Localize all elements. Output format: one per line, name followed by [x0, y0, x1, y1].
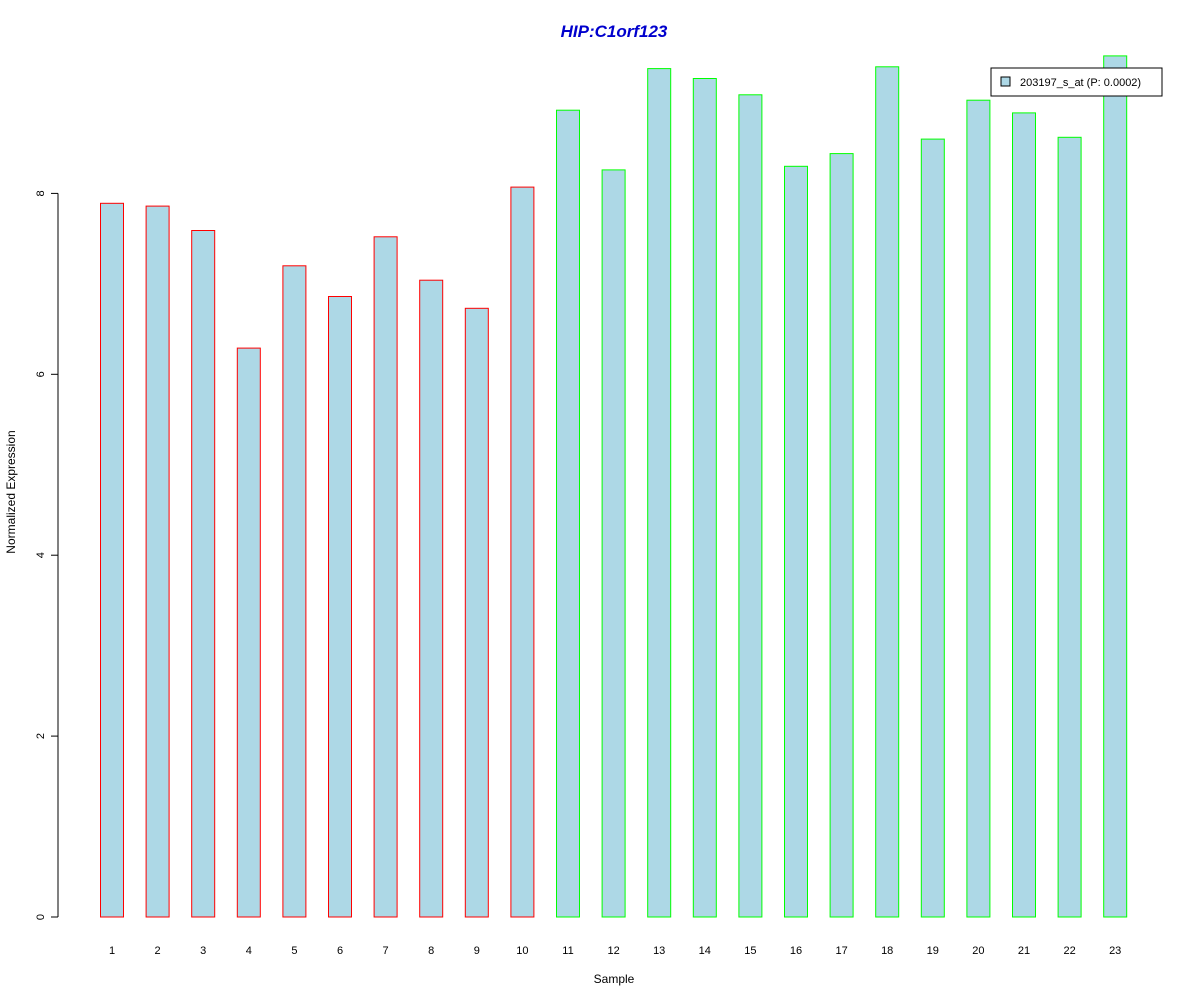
y-axis: 0 2 4 6 8: [35, 190, 59, 920]
y-tick-label: 6: [35, 371, 47, 377]
bar-sample-20: [966, 99, 991, 918]
bar-sample-10: [510, 186, 535, 918]
x-tick-label: 8: [428, 945, 434, 957]
bar-sample-12: [601, 169, 626, 918]
bar-sample-18: [875, 66, 900, 918]
y-tick-label: 4: [35, 552, 47, 558]
bar-sample-9: [464, 307, 489, 918]
legend-swatch: [1000, 76, 1011, 87]
x-tick-label: 5: [291, 945, 297, 957]
bar-sample-23: [1103, 55, 1128, 918]
x-tick-label: 1: [109, 945, 115, 957]
x-tick-label: 3: [200, 945, 206, 957]
bars-group: [100, 55, 1128, 918]
bar-sample-6: [328, 296, 352, 918]
bar-sample-22: [1057, 136, 1082, 918]
x-tick-label: 20: [972, 945, 984, 957]
x-tick-label: 17: [835, 945, 847, 957]
bar-sample-21: [1012, 112, 1036, 918]
x-tick-label: 15: [744, 945, 756, 957]
bar-sample-17: [829, 153, 854, 918]
x-tick-label: 13: [653, 945, 665, 957]
x-tick-label: 2: [155, 945, 161, 957]
bar-sample-8: [419, 279, 444, 918]
x-tick-label: 16: [790, 945, 802, 957]
bar-sample-4: [236, 347, 261, 918]
legend: 203197_s_at (P: 0.0002): [990, 67, 1163, 97]
bar-sample-19: [920, 138, 945, 918]
x-tick-label: 23: [1109, 945, 1121, 957]
chart-title: HIP:C1orf123: [561, 22, 668, 41]
x-tick-label: 22: [1063, 945, 1075, 957]
x-tick-label: 9: [474, 945, 480, 957]
bar-sample-11: [556, 109, 580, 918]
legend-box: [990, 67, 1163, 97]
bar-sample-5: [282, 265, 307, 918]
x-axis-label: Sample: [594, 972, 635, 986]
x-tick-label: 19: [927, 945, 939, 957]
y-tick-label: 2: [35, 733, 47, 739]
bar-sample-7: [373, 236, 398, 918]
legend-label: 203197_s_at (P: 0.0002): [1020, 77, 1141, 89]
x-tick-label: 14: [699, 945, 711, 957]
bar-sample-2: [145, 205, 170, 918]
x-tick-label: 7: [383, 945, 389, 957]
y-axis-label: Normalized Expression: [4, 430, 18, 553]
bar-sample-13: [647, 68, 672, 918]
x-tick-label: 12: [607, 945, 619, 957]
bar-sample-15: [738, 94, 763, 918]
x-tick-label: 11: [562, 945, 573, 957]
bar-sample-14: [692, 78, 717, 918]
y-tick-label: 0: [35, 914, 47, 920]
bar-sample-3: [191, 230, 216, 918]
x-tick-label: 18: [881, 945, 893, 957]
bar-sample-16: [784, 165, 808, 918]
x-tick-label: 21: [1018, 945, 1030, 957]
x-axis-tick-labels: 1 2 3 4 5 6 7 8 9 10 11 12 13 14 15 16 17 18 19 20 21 22 23: [109, 945, 1121, 957]
x-tick-label: 4: [246, 945, 252, 957]
x-tick-label: 10: [516, 945, 528, 957]
y-tick-label: 8: [35, 190, 47, 196]
bar-sample-1: [100, 202, 124, 918]
x-tick-label: 6: [337, 945, 343, 957]
